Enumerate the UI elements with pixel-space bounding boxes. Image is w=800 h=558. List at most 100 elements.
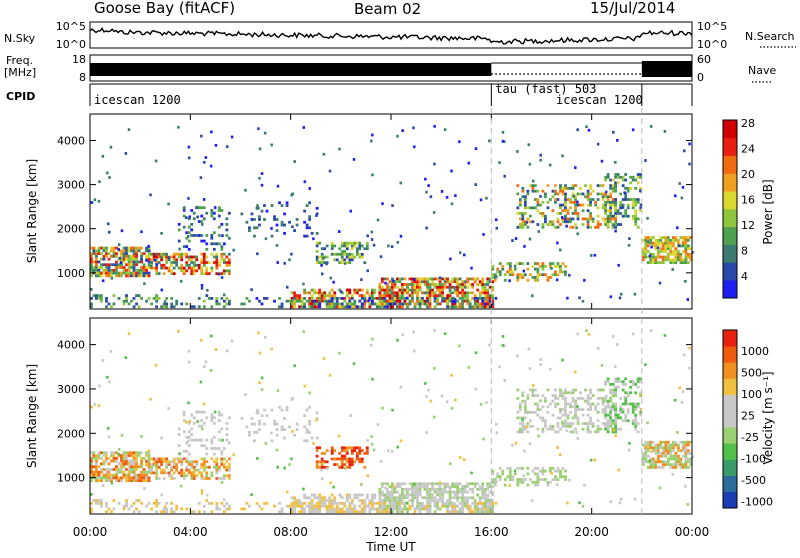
power-echo-cell	[536, 209, 540, 213]
power-echo-cell	[544, 273, 547, 277]
velocity-echo-cell	[564, 388, 567, 392]
power-echo-cell	[425, 190, 428, 194]
power-echo-cell	[401, 129, 404, 133]
velocity-echo-cell	[165, 460, 169, 464]
velocity-echo-cell	[192, 465, 196, 469]
power-echo-cell	[125, 271, 128, 275]
power-echo-cell	[273, 218, 276, 221]
velocity-echo-cell	[318, 507, 322, 511]
velocity-echo-cell	[293, 507, 296, 511]
velocity-echo-cell	[182, 457, 186, 461]
velocity-echo-cell	[584, 399, 587, 403]
velocity-echo-cell	[574, 416, 577, 420]
power-echo-cell	[586, 217, 590, 221]
power-echo-cell	[135, 260, 138, 264]
power-echo-cell	[152, 252, 156, 256]
power-echo-cell	[644, 241, 648, 245]
velocity-echo-cell	[466, 499, 470, 502]
power-echo-cell	[162, 272, 166, 276]
power-echo-cell	[90, 252, 93, 255]
power-echo-cell	[453, 288, 457, 292]
power-echo-cell	[132, 254, 136, 258]
velocity-echo-cell	[248, 430, 251, 434]
velocity-echo-cell	[516, 410, 520, 414]
power-echo-cell	[491, 288, 495, 292]
power-echo-cell	[152, 296, 156, 300]
power-echo-cell	[115, 268, 118, 272]
power-echo-cell	[150, 258, 154, 262]
velocity-echo-cell	[338, 510, 342, 514]
velocity-echo-cell	[523, 478, 527, 481]
power-echo-cell	[298, 294, 301, 297]
power-echo-cell	[564, 217, 567, 221]
velocity-echo-cell	[335, 501, 339, 505]
power-echo-cell	[586, 192, 590, 196]
power-echo-cell	[548, 163, 552, 167]
power-echo-cell	[180, 258, 184, 262]
velocity-echo-cell	[142, 476, 146, 480]
velocity-echo-cell	[614, 391, 618, 395]
velocity-echo-cell	[649, 329, 653, 332]
power-echo-cell	[368, 296, 372, 300]
velocity-echo-cell	[365, 446, 369, 450]
power-echo-cell	[175, 252, 179, 256]
velocity-echo-cell	[106, 375, 109, 379]
velocity-echo-cell	[215, 465, 219, 469]
power-echo-cell	[413, 288, 417, 292]
velocity-echo-cell	[160, 468, 164, 472]
power-echo-cell	[258, 218, 261, 221]
velocity-echo-cell	[197, 424, 201, 428]
velocity-echo-cell	[589, 405, 592, 409]
velocity-echo-cell	[90, 492, 93, 496]
velocity-echo-cell	[199, 380, 203, 384]
velocity-echo-cell	[441, 499, 444, 502]
velocity-echo-cell	[107, 470, 111, 474]
power-echo-cell	[629, 175, 633, 179]
power-echo-cell	[639, 175, 643, 179]
colorbar-swatch	[723, 155, 737, 174]
velocity-echo-cell	[310, 510, 314, 514]
velocity-echo-cell	[586, 422, 590, 425]
power-echo-cell	[631, 217, 635, 221]
power-echo-cell	[481, 291, 485, 295]
velocity-echo-cell	[222, 504, 226, 508]
power-echo-cell	[312, 237, 315, 241]
power-echo-cell	[619, 206, 623, 210]
power-echo-cell	[541, 223, 545, 226]
velocity-echo-cell	[142, 473, 146, 477]
power-echo-cell	[360, 288, 364, 292]
velocity-echo-cell	[117, 470, 121, 474]
power-echo-cell	[320, 272, 324, 276]
velocity-echo-cell	[323, 499, 327, 502]
power-echo-cell	[248, 299, 251, 303]
power-echo-cell	[363, 261, 367, 264]
power-echo-cell	[370, 288, 374, 292]
power-echo-cell	[107, 257, 111, 261]
power-echo-cell	[315, 255, 319, 259]
power-echo-cell	[202, 239, 206, 243]
power-echo-cell	[518, 262, 522, 265]
power-echo-cell	[202, 198, 206, 201]
power-echo-cell	[523, 212, 527, 215]
velocity-echo-cell	[135, 465, 138, 469]
power-echo-cell	[180, 263, 184, 267]
power-echo-cell	[135, 268, 138, 272]
velocity-echo-cell	[401, 510, 404, 514]
velocity-echo-cell	[227, 465, 231, 469]
velocity-echo-cell	[467, 365, 471, 369]
power-echo-cell	[564, 187, 567, 190]
velocity-echo-cell	[644, 446, 648, 450]
power-echo-cell	[671, 261, 675, 264]
velocity-echo-cell	[601, 410, 605, 414]
velocity-echo-cell	[112, 499, 116, 502]
velocity-echo-cell	[456, 482, 460, 486]
power-echo-cell	[438, 294, 442, 297]
power-echo-cell	[659, 250, 663, 253]
velocity-echo-cell	[471, 496, 475, 500]
power-echo-cell	[90, 201, 94, 204]
power-echo-cell	[147, 260, 151, 264]
power-echo-cell	[571, 200, 575, 204]
power-echo-cell	[521, 212, 525, 215]
